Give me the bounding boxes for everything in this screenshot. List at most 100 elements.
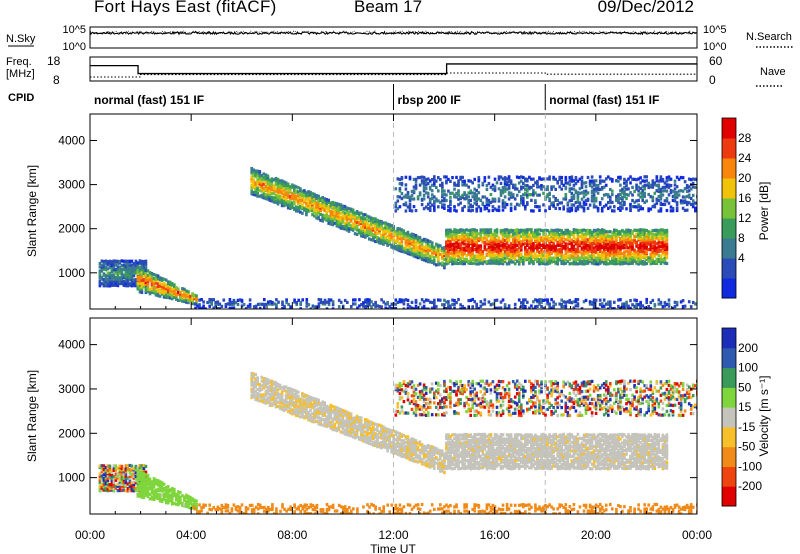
nsearch-label: N.Search xyxy=(746,31,792,43)
colorbar-tick-label-3: 15 xyxy=(738,400,752,414)
colorbar-segment xyxy=(722,347,736,369)
freq-left-tick-bottom: 8 xyxy=(53,73,60,87)
velocity-ylabel: Slant Range [km] xyxy=(25,370,39,462)
nsearch-right-tick-top: 10^5 xyxy=(703,24,727,36)
echo-region-1 xyxy=(136,469,198,511)
nsearch-right-tick-bottom: 10^0 xyxy=(703,41,727,53)
nave-right-tick-top: 60 xyxy=(709,54,723,68)
y-tick-label-1: 2000 xyxy=(58,222,85,236)
cpid-label-0: normal (fast) 151 IF xyxy=(94,93,204,107)
colorbar-segment xyxy=(722,138,736,159)
colorbar-tick-label-1: 100 xyxy=(738,361,758,375)
echo-region-5 xyxy=(192,502,697,514)
echo-region-2 xyxy=(250,166,446,270)
echo-region-2 xyxy=(250,371,446,475)
colorbar-segment xyxy=(722,118,736,139)
colorbar-tick-label-7: -200 xyxy=(738,479,762,493)
cpid-label-2: normal (fast) 151 IF xyxy=(549,93,659,107)
freq-left-tick-top: 18 xyxy=(47,54,61,68)
colorbar-tick-label-1: 24 xyxy=(738,151,752,165)
beam-label: Beam 17 xyxy=(354,0,423,16)
freq-line xyxy=(90,63,697,75)
colorbar-segment xyxy=(722,178,736,199)
power-heatmap xyxy=(98,166,697,309)
colorbar-tick-label-0: 28 xyxy=(738,131,752,145)
echo-region-3 xyxy=(445,432,669,471)
colorbar-segment xyxy=(722,407,736,428)
velocity-colorbar: 200 100 50 15 -15 -50 -100 -200 xyxy=(721,327,762,507)
colorbar-tick-label-6: 4 xyxy=(738,251,745,265)
power-ylabel: Slant Range [km] xyxy=(25,165,39,257)
freq-frame xyxy=(89,56,698,82)
freq-label: Freq. xyxy=(6,56,32,68)
x-tick-label-3: 12:00 xyxy=(378,528,408,542)
colorbar-tick-label-4: 12 xyxy=(738,211,752,225)
echo-region-1 xyxy=(136,264,198,306)
plot-title: Fort Hays East (fitACF) xyxy=(94,0,277,16)
y-tick-label-2: 3000 xyxy=(58,382,85,396)
nave-label: Nave xyxy=(760,66,786,78)
date-label: 09/Dec/2012 xyxy=(597,0,694,16)
nsky-frame xyxy=(89,26,698,49)
colorbar-tick-label-6: -100 xyxy=(738,459,762,473)
cpid-row: normal (fast) 151 IF rbsp 200 IF normal (f… xyxy=(94,84,659,110)
velocity-heatmap xyxy=(98,371,697,514)
nsky-label: N.Sky xyxy=(6,33,36,45)
x-tick-label-1: 04:00 xyxy=(176,528,206,542)
power-colorbar-title: Power [dB] xyxy=(757,182,771,241)
echo-region-4 xyxy=(394,175,697,213)
colorbar-tick-label-2: 50 xyxy=(738,380,752,394)
colorbar-segment xyxy=(722,328,736,349)
nsky-left-tick-top: 10^5 xyxy=(62,24,86,36)
x-tick-label-4: 16:00 xyxy=(480,528,510,542)
echo-region-5 xyxy=(194,297,697,309)
colorbar-segment xyxy=(722,258,736,279)
x-tick-label-0: 00:00 xyxy=(75,528,105,542)
cpid-label: CPID xyxy=(8,92,34,104)
colorbar-segment xyxy=(722,367,736,388)
colorbar-segment xyxy=(722,158,736,179)
y-tick-label-3: 4000 xyxy=(58,133,85,147)
x-tick-label-5: 20:00 xyxy=(581,528,611,542)
time-axis: 00:00 04:00 08:00 12:00 16:00 20:00 00:00 xyxy=(75,528,712,542)
colorbar-tick-label-5: 8 xyxy=(738,231,745,245)
freq-trace xyxy=(90,63,697,78)
colorbar-tick-label-5: -50 xyxy=(738,440,756,454)
cpid-label-1: rbsp 200 IF xyxy=(398,93,461,107)
y-tick-label-3: 4000 xyxy=(58,338,85,352)
y-tick-label-0: 1000 xyxy=(58,471,85,485)
colorbar-segment xyxy=(722,278,736,299)
colorbar-segment xyxy=(722,446,736,467)
colorbar-segment xyxy=(722,426,736,448)
y-tick-label-1: 2000 xyxy=(58,426,85,440)
nave-right-tick-bottom: 0 xyxy=(709,73,716,87)
nsky-line xyxy=(90,30,697,36)
colorbar-tick-label-0: 200 xyxy=(738,341,758,355)
velocity-colorbar-title: Velocity [m s⁻¹] xyxy=(757,375,771,456)
freq-unit-label: [MHz] xyxy=(6,68,35,80)
colorbar-segment xyxy=(722,198,736,219)
colorbar-segment xyxy=(722,218,736,239)
echo-region-4 xyxy=(394,379,697,418)
colorbar-segment xyxy=(722,486,736,507)
colorbar-tick-label-3: 16 xyxy=(738,191,752,205)
colorbar-tick-label-2: 20 xyxy=(738,171,752,185)
velocity-axes: 1000 2000 3000 4000 xyxy=(58,318,698,514)
power-colorbar: 28 24 20 16 12 8 4 xyxy=(721,117,752,299)
colorbar-segment xyxy=(722,238,736,259)
colorbar-tick-label-4: -15 xyxy=(738,420,756,434)
x-tick-label-6: 00:00 xyxy=(682,528,712,542)
nsearch-line xyxy=(90,29,697,35)
y-tick-label-0: 1000 xyxy=(58,266,85,280)
echo-region-3 xyxy=(445,228,669,266)
time-axis-title: Time UT xyxy=(370,542,416,554)
nsky-trace xyxy=(90,29,697,36)
y-tick-label-2: 3000 xyxy=(58,178,85,192)
power-axes: 1000 2000 3000 4000 xyxy=(58,114,698,309)
colorbar-segment xyxy=(722,387,736,408)
nsky-left-tick-bottom: 10^0 xyxy=(62,41,86,53)
colorbar-segment xyxy=(722,466,736,487)
x-tick-label-2: 08:00 xyxy=(277,528,307,542)
